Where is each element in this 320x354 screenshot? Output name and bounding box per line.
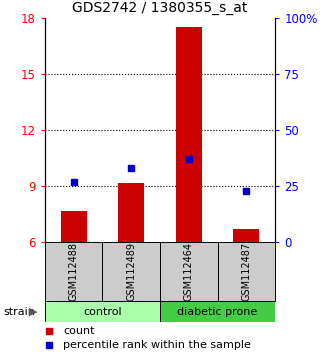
Bar bbox=[176, 27, 202, 242]
Bar bbox=[218, 242, 275, 301]
Bar bbox=[45, 301, 160, 322]
Bar bbox=[233, 229, 259, 242]
Text: strain: strain bbox=[3, 307, 35, 316]
Title: GDS2742 / 1380355_s_at: GDS2742 / 1380355_s_at bbox=[72, 1, 248, 15]
Bar bbox=[160, 242, 218, 301]
Text: count: count bbox=[63, 326, 95, 336]
Bar bbox=[102, 242, 160, 301]
Text: diabetic prone: diabetic prone bbox=[178, 307, 258, 316]
Text: GSM112464: GSM112464 bbox=[184, 242, 194, 301]
Text: percentile rank within the sample: percentile rank within the sample bbox=[63, 339, 251, 350]
Bar bbox=[160, 301, 275, 322]
Bar bbox=[118, 183, 144, 242]
Text: GSM112489: GSM112489 bbox=[126, 242, 136, 301]
Bar bbox=[45, 242, 102, 301]
Text: GSM112487: GSM112487 bbox=[241, 242, 252, 301]
Bar bbox=[61, 211, 86, 242]
Text: GSM112488: GSM112488 bbox=[68, 242, 79, 301]
Text: ▶: ▶ bbox=[29, 307, 38, 316]
Text: control: control bbox=[83, 307, 122, 316]
